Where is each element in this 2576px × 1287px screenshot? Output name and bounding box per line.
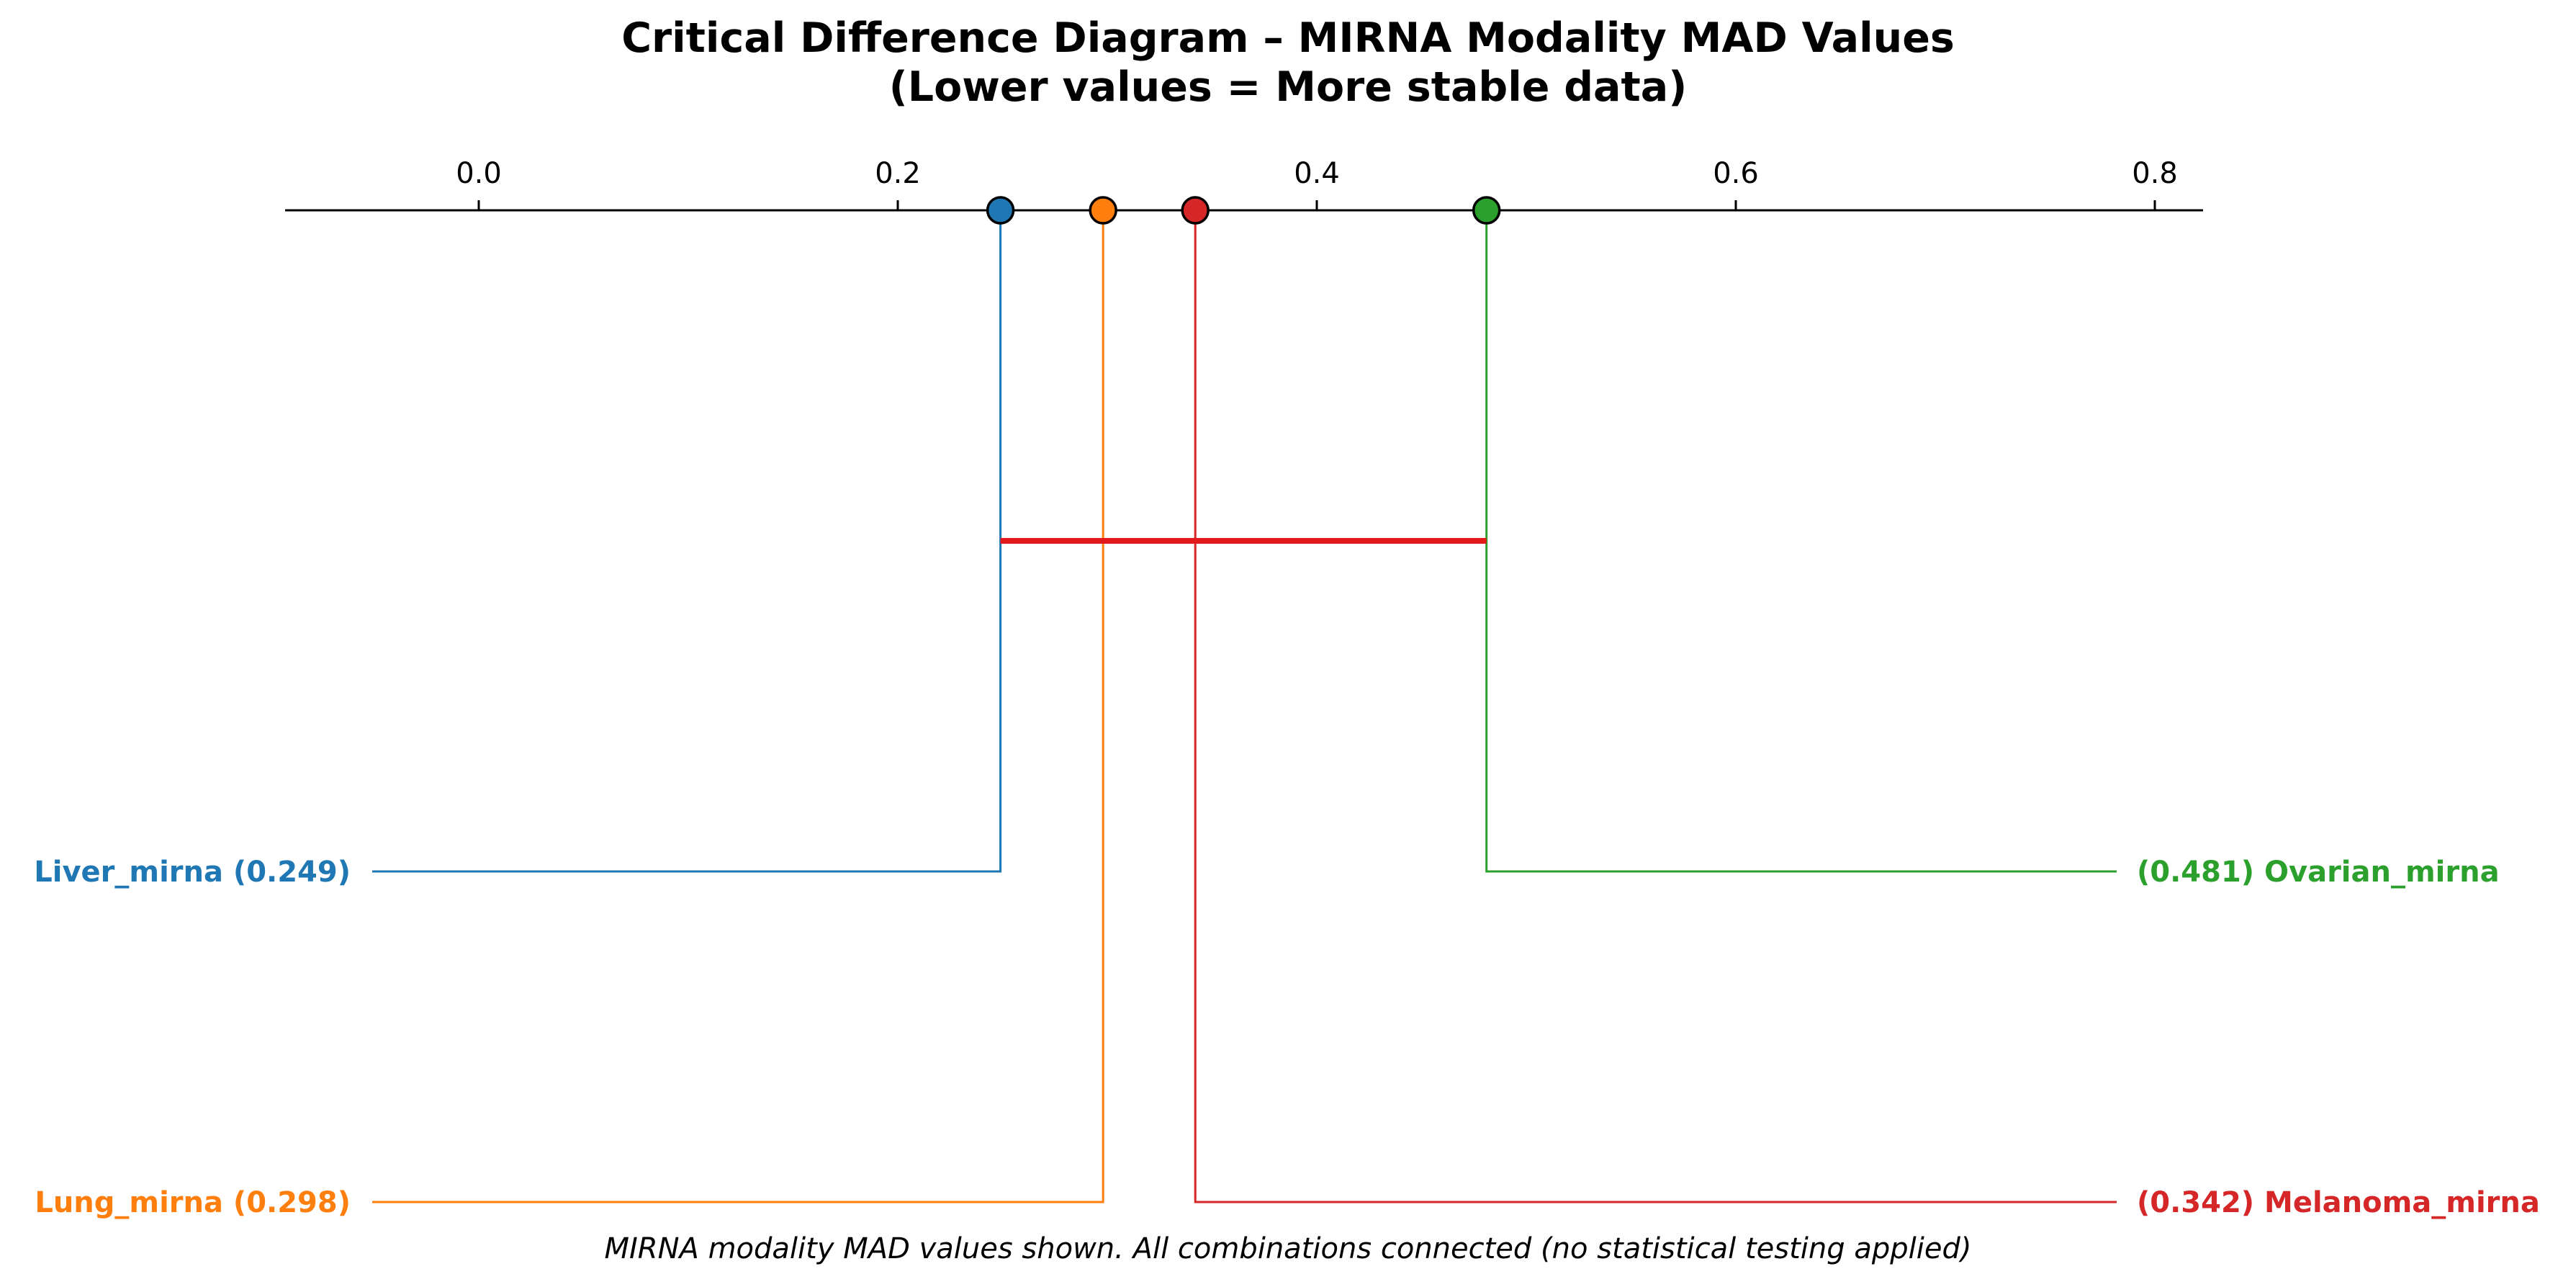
series-label: Lung_mirna (0.298) — [35, 1186, 351, 1219]
series-point — [1181, 196, 1210, 225]
series-point — [986, 196, 1015, 225]
tick-label: 0.8 — [2132, 157, 2178, 190]
chart-subtitle: (Lower values = More stable data) — [889, 63, 1688, 111]
series-label: (0.481) Ovarian_mirna — [2137, 856, 2500, 889]
chart-title: Critical Difference Diagram – MIRNA Moda… — [621, 14, 1955, 62]
series-connector — [372, 210, 1002, 873]
series-points — [986, 196, 1501, 225]
series-label: (0.342) Melanoma_mirna — [2137, 1186, 2540, 1219]
tick-label: 0.0 — [456, 157, 502, 190]
axis-ticks: 0.0 0.2 0.4 0.6 0.8 — [456, 157, 2178, 210]
tick-label: 0.2 — [875, 157, 921, 190]
series-label: Liver_mirna (0.249) — [34, 856, 351, 889]
tick-label: 0.4 — [1294, 157, 1340, 190]
series-connector — [1485, 210, 2117, 873]
chart-footnote: MIRNA modality MAD values shown. All com… — [604, 1232, 1971, 1265]
series-point — [1472, 196, 1501, 225]
series-point — [1089, 196, 1117, 225]
series-labels: Liver_mirna (0.249) Lung_mirna (0.298) (0.… — [34, 856, 2540, 1219]
tick-label: 0.6 — [1713, 157, 1759, 190]
